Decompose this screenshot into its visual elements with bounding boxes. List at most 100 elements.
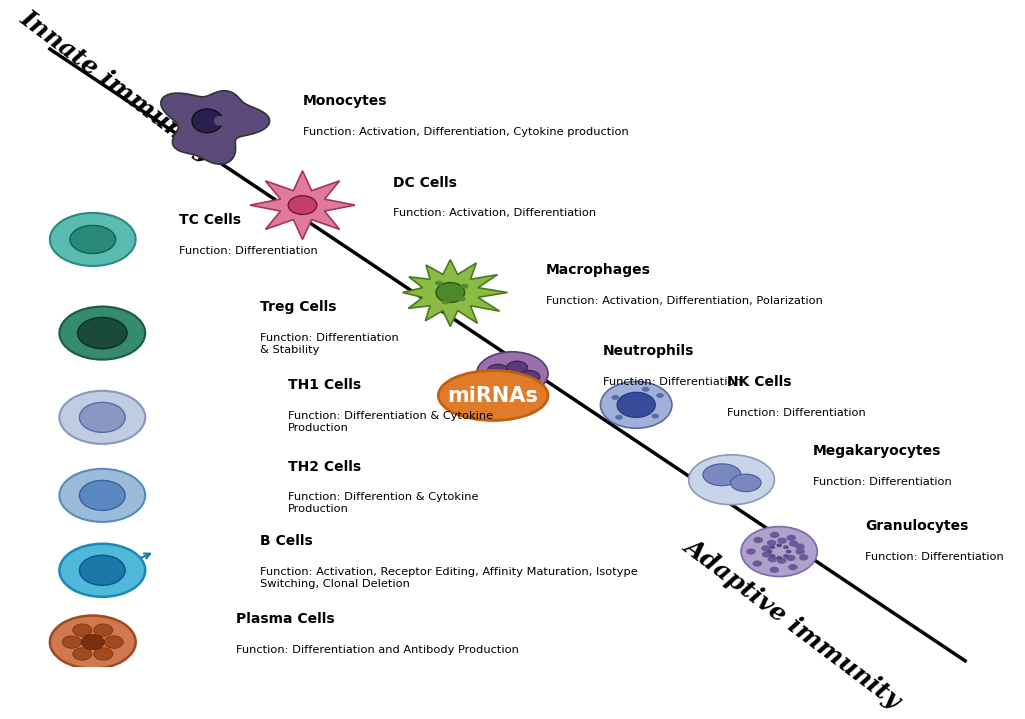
Ellipse shape xyxy=(497,374,518,386)
Circle shape xyxy=(435,280,443,285)
Text: B Cells: B Cells xyxy=(259,534,313,549)
Circle shape xyxy=(795,544,805,550)
Ellipse shape xyxy=(436,283,464,303)
Text: Function: Differentiation: Function: Differentiation xyxy=(865,551,1003,562)
Circle shape xyxy=(762,545,771,551)
Ellipse shape xyxy=(741,526,817,577)
Text: Adaptive immunity: Adaptive immunity xyxy=(681,534,906,713)
Text: Neutrophils: Neutrophils xyxy=(603,344,694,358)
Circle shape xyxy=(770,567,779,573)
Ellipse shape xyxy=(439,370,548,421)
Ellipse shape xyxy=(79,555,125,585)
Ellipse shape xyxy=(601,382,672,429)
Text: Function: Activation, Differentiation: Function: Activation, Differentiation xyxy=(393,209,597,219)
Circle shape xyxy=(768,556,777,562)
Circle shape xyxy=(652,413,659,418)
Circle shape xyxy=(770,545,775,549)
Polygon shape xyxy=(250,171,355,239)
Ellipse shape xyxy=(506,361,528,374)
Ellipse shape xyxy=(59,544,146,597)
Circle shape xyxy=(746,549,755,554)
Ellipse shape xyxy=(288,196,317,214)
Circle shape xyxy=(73,648,92,660)
Text: Megakaryocytes: Megakaryocytes xyxy=(813,444,941,458)
Text: TH1 Cells: TH1 Cells xyxy=(288,378,362,393)
Circle shape xyxy=(776,544,782,547)
Ellipse shape xyxy=(731,474,762,492)
Text: Function: Differentiation: Function: Differentiation xyxy=(813,477,951,487)
Circle shape xyxy=(767,540,776,546)
Text: Innate immunity: Innate immunity xyxy=(15,6,217,167)
Polygon shape xyxy=(161,91,270,164)
Ellipse shape xyxy=(214,116,226,126)
Ellipse shape xyxy=(689,455,775,505)
Text: miRNAs: miRNAs xyxy=(448,385,538,406)
Circle shape xyxy=(611,395,619,400)
Circle shape xyxy=(795,549,805,554)
Circle shape xyxy=(798,554,809,561)
Text: Function: Differentiation
& Stability: Function: Differentiation & Stability xyxy=(259,333,399,354)
Circle shape xyxy=(789,541,798,546)
Circle shape xyxy=(783,554,789,558)
Ellipse shape xyxy=(79,480,125,510)
Circle shape xyxy=(105,636,123,649)
Circle shape xyxy=(93,648,113,660)
Ellipse shape xyxy=(50,213,135,266)
Circle shape xyxy=(786,550,791,554)
Ellipse shape xyxy=(488,365,508,377)
Circle shape xyxy=(63,636,81,649)
Text: Macrophages: Macrophages xyxy=(545,263,651,277)
Text: Treg Cells: Treg Cells xyxy=(259,301,336,314)
Circle shape xyxy=(776,556,782,559)
Text: Function: Differention & Cytokine
Production: Function: Differention & Cytokine Produc… xyxy=(288,493,479,514)
Circle shape xyxy=(73,624,92,636)
Ellipse shape xyxy=(59,306,146,360)
Circle shape xyxy=(752,561,762,567)
Ellipse shape xyxy=(78,318,127,349)
Circle shape xyxy=(788,564,797,570)
Ellipse shape xyxy=(50,615,135,669)
Polygon shape xyxy=(403,260,507,326)
Circle shape xyxy=(783,545,789,549)
Text: Monocytes: Monocytes xyxy=(302,94,387,109)
Ellipse shape xyxy=(519,370,540,383)
Circle shape xyxy=(777,557,786,564)
Circle shape xyxy=(762,551,772,558)
Circle shape xyxy=(786,535,796,541)
Text: Granulocytes: Granulocytes xyxy=(865,519,969,533)
Ellipse shape xyxy=(59,469,146,522)
Ellipse shape xyxy=(477,352,548,395)
Circle shape xyxy=(458,296,465,301)
Circle shape xyxy=(93,624,113,636)
Text: Plasma Cells: Plasma Cells xyxy=(236,613,334,626)
Text: Function: Differentiation: Function: Differentiation xyxy=(727,408,865,418)
Text: NK Cells: NK Cells xyxy=(727,375,791,389)
Circle shape xyxy=(770,554,775,558)
Text: Function: Differentiation and Antibody Production: Function: Differentiation and Antibody P… xyxy=(236,645,519,655)
Circle shape xyxy=(777,538,787,544)
Circle shape xyxy=(461,284,468,289)
Ellipse shape xyxy=(192,109,222,133)
Circle shape xyxy=(81,635,105,649)
Text: Function: Differentiation: Function: Differentiation xyxy=(178,246,318,256)
Ellipse shape xyxy=(59,391,146,444)
Ellipse shape xyxy=(617,393,655,417)
Circle shape xyxy=(753,537,763,543)
Text: TH2 Cells: TH2 Cells xyxy=(288,459,362,474)
Ellipse shape xyxy=(70,225,116,254)
Text: Function: Differentiation: Function: Differentiation xyxy=(603,377,741,387)
Ellipse shape xyxy=(79,403,125,432)
Text: Function: Differentiation & Cytokine
Production: Function: Differentiation & Cytokine Pro… xyxy=(288,411,493,433)
Circle shape xyxy=(656,393,664,398)
Text: Function: Activation, Differentiation, Polarization: Function: Activation, Differentiation, P… xyxy=(545,296,822,306)
Text: DC Cells: DC Cells xyxy=(393,175,457,190)
Text: Function: Activation, Differentiation, Cytokine production: Function: Activation, Differentiation, C… xyxy=(302,127,628,137)
Circle shape xyxy=(767,550,773,554)
Text: TC Cells: TC Cells xyxy=(178,213,241,227)
Circle shape xyxy=(770,532,779,538)
Circle shape xyxy=(786,555,795,561)
Circle shape xyxy=(615,415,623,420)
Circle shape xyxy=(442,299,449,304)
Circle shape xyxy=(642,387,650,392)
Ellipse shape xyxy=(703,464,741,486)
